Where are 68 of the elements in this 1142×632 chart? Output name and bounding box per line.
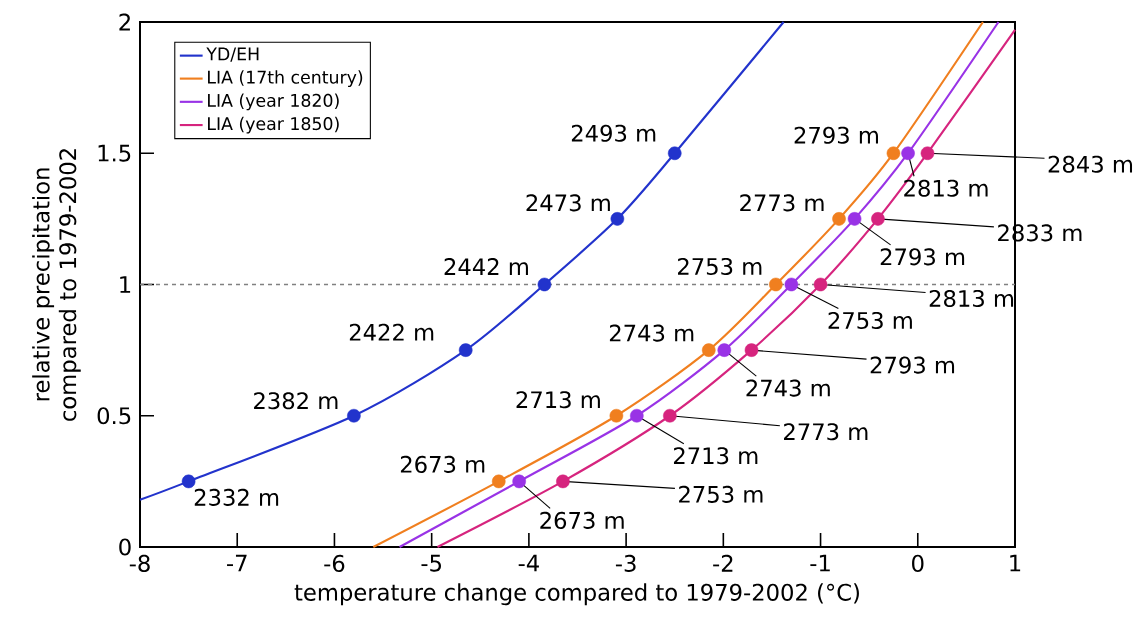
point: [717, 343, 732, 357]
point: [832, 212, 846, 226]
y-tick-label: 2: [119, 13, 130, 31]
x-tick-label: 0: [912, 554, 924, 572]
point: [491, 474, 506, 489]
annotation: 2473 m: [526, 194, 610, 212]
annotation: 2793 m: [794, 126, 878, 144]
legend-label: YD/EH: [206, 47, 259, 62]
legend-label: LIA (year 1820): [208, 93, 339, 111]
point: [667, 146, 682, 161]
point: [556, 474, 570, 489]
point: [769, 277, 783, 292]
x-tick-label: -6: [324, 554, 345, 572]
annotation: 2382 m: [254, 392, 338, 410]
point: [886, 146, 901, 161]
point: [347, 408, 361, 423]
point: [663, 408, 677, 423]
x-tick-label: 1: [1010, 554, 1021, 572]
annotation: 2813 m: [904, 179, 988, 197]
x-tick-label: -5: [421, 554, 441, 572]
point: [784, 277, 799, 292]
point: [813, 277, 828, 292]
annotation: 2753 m: [678, 257, 762, 276]
annotation: 2843 m: [1048, 155, 1133, 173]
annotation: 2753 m: [828, 311, 912, 330]
annotation: 2493 m: [571, 124, 656, 142]
point: [630, 408, 644, 423]
y-tick-label: 1: [120, 276, 131, 293]
annotation: 2713 m: [516, 391, 600, 409]
x-tick-label: -1: [810, 554, 830, 572]
y-tick-label: 0.5: [97, 407, 131, 425]
point: [744, 343, 759, 357]
point: [871, 212, 885, 226]
y-tick-label: 1.5: [98, 144, 131, 162]
point: [181, 474, 196, 489]
annotation: 2332 m: [194, 488, 279, 506]
x-tick-label: -8: [129, 554, 150, 572]
annotation: 2673 m: [400, 455, 485, 473]
point: [512, 474, 526, 489]
x-axis-title: temperature change compared to 1979-2002 (°C): [294, 583, 859, 606]
annotation: 2773 m: [784, 423, 868, 441]
point: [920, 146, 935, 161]
point: [701, 343, 716, 357]
legend-label: LIA (17th century): [208, 70, 363, 88]
y-axis-title: relative precipitation compared to 1979-2002: [32, 149, 81, 421]
annotation: 2793 m: [870, 356, 955, 374]
y-tick-label: 0: [119, 538, 131, 556]
point: [458, 343, 473, 357]
point: [901, 146, 915, 161]
annotation: 2773 m: [740, 194, 824, 212]
point: [609, 408, 624, 423]
legend-label: LIA (year 1850): [208, 116, 339, 134]
point: [610, 212, 625, 226]
annotation: 2743 m: [609, 324, 694, 342]
annotation: 2673 m: [540, 511, 624, 529]
x-tick-label: -7: [227, 554, 247, 572]
point: [847, 212, 862, 226]
annotation: 2813 m: [929, 289, 1014, 308]
annotation: 2753 m: [679, 485, 763, 503]
annotation: 2442 m: [444, 258, 528, 275]
annotation: 2422 m: [349, 323, 434, 341]
annotation: 2743 m: [746, 379, 830, 397]
point: [537, 277, 552, 292]
x-tick-label: -3: [615, 554, 636, 572]
x-tick-label: -4: [518, 554, 539, 572]
annotation: 2713 m: [673, 447, 758, 465]
x-tick-label: -2: [713, 554, 733, 572]
annotation: 2793 m: [880, 248, 965, 266]
